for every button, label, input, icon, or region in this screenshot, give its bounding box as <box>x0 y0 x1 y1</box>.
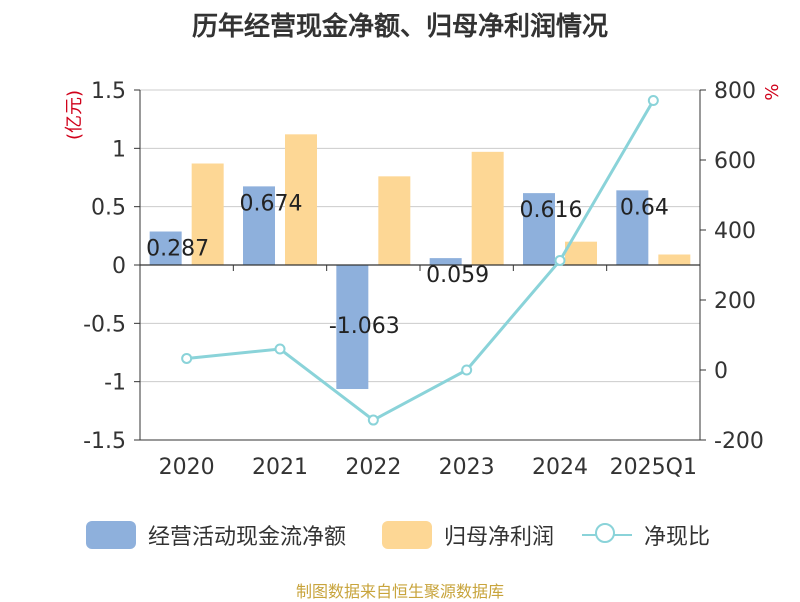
bar <box>565 241 597 265</box>
data-label: 0.059 <box>426 263 489 288</box>
y-right-tick-label: 400 <box>714 219 756 244</box>
line-point <box>367 414 379 426</box>
legend-label-profit: 归母净利润 <box>444 525 555 550</box>
bar <box>616 190 649 265</box>
x-tick-label: 2024 <box>532 455 588 480</box>
line-point <box>461 364 473 376</box>
bar <box>243 186 275 265</box>
y-left-tick-label: 0 <box>112 254 126 279</box>
x-tick-label: 2023 <box>439 455 495 480</box>
ratio-line <box>186 99 655 422</box>
data-label: 0.64 <box>620 195 669 220</box>
y-left-tick-label: -0.5 <box>83 312 126 337</box>
bar <box>658 254 691 265</box>
y-right-tick-label: 0 <box>714 359 728 384</box>
line-point <box>181 352 193 364</box>
bar <box>471 151 504 265</box>
line-layer <box>181 95 659 426</box>
y-left-tick-label: 0.5 <box>91 196 126 221</box>
legend-label-ratio: 净现比 <box>644 525 711 550</box>
x-tick-label: 2025Q1 <box>610 455 697 480</box>
line-point <box>647 95 659 106</box>
legend-swatch-ratio <box>582 521 632 549</box>
x-tick-label: 2022 <box>345 455 401 480</box>
y-right-tick-label: 800 <box>714 79 756 104</box>
bar <box>523 193 555 265</box>
bar <box>191 163 224 265</box>
label-layer: 0.287 0.674 -1.063 0.059 0.616 0.64 <box>146 191 669 339</box>
chart-title: 历年经营现金净额、归母净利润情况 <box>191 12 608 42</box>
axis-layer: 1.5 1 0.5 0 -0.5 -1 -1.5 800 600 400 200 0 -200 (亿元)%… <box>64 79 783 480</box>
source-note: 制图数据来自恒生聚源数据库 <box>295 582 504 601</box>
legend-label-cashflow: 经营活动现金流净额 <box>148 525 347 550</box>
y-left-tick-label: 1.5 <box>91 79 126 104</box>
bar <box>285 134 317 265</box>
data-label: 0.674 <box>240 191 303 216</box>
y-left-tick-label: -1.5 <box>83 429 126 454</box>
line-point <box>554 254 566 266</box>
bar-layer <box>149 134 691 390</box>
line-point <box>274 343 286 355</box>
legend-item-ratio[interactable]: 净现比 <box>582 518 710 552</box>
bar <box>429 258 462 265</box>
data-label: 0.287 <box>146 237 209 262</box>
x-tick-label: 2021 <box>252 455 308 480</box>
bar <box>149 231 182 265</box>
x-tick-label: 2020 <box>159 455 215 480</box>
legend-item-cashflow[interactable]: 经营活动现金流净额 <box>86 518 346 552</box>
y-right-tick-label: 600 <box>714 149 756 174</box>
y-right-tick-label: 200 <box>714 289 756 314</box>
bar <box>378 176 411 265</box>
y-left-tick-label: 1 <box>112 137 126 162</box>
bar <box>336 265 369 390</box>
legend-swatch-profit <box>382 521 432 549</box>
y-left-tick-label: -1 <box>104 371 126 396</box>
legend-item-profit[interactable]: 归母净利润 <box>382 518 554 552</box>
legend-swatch-cashflow <box>86 521 136 549</box>
y-left-axis-title: (亿元) <box>64 90 85 140</box>
y-right-tick-label: -200 <box>714 429 764 454</box>
y-right-axis-title: % <box>762 83 783 100</box>
data-label: 0.616 <box>520 198 583 223</box>
data-label: -1.063 <box>329 314 400 339</box>
